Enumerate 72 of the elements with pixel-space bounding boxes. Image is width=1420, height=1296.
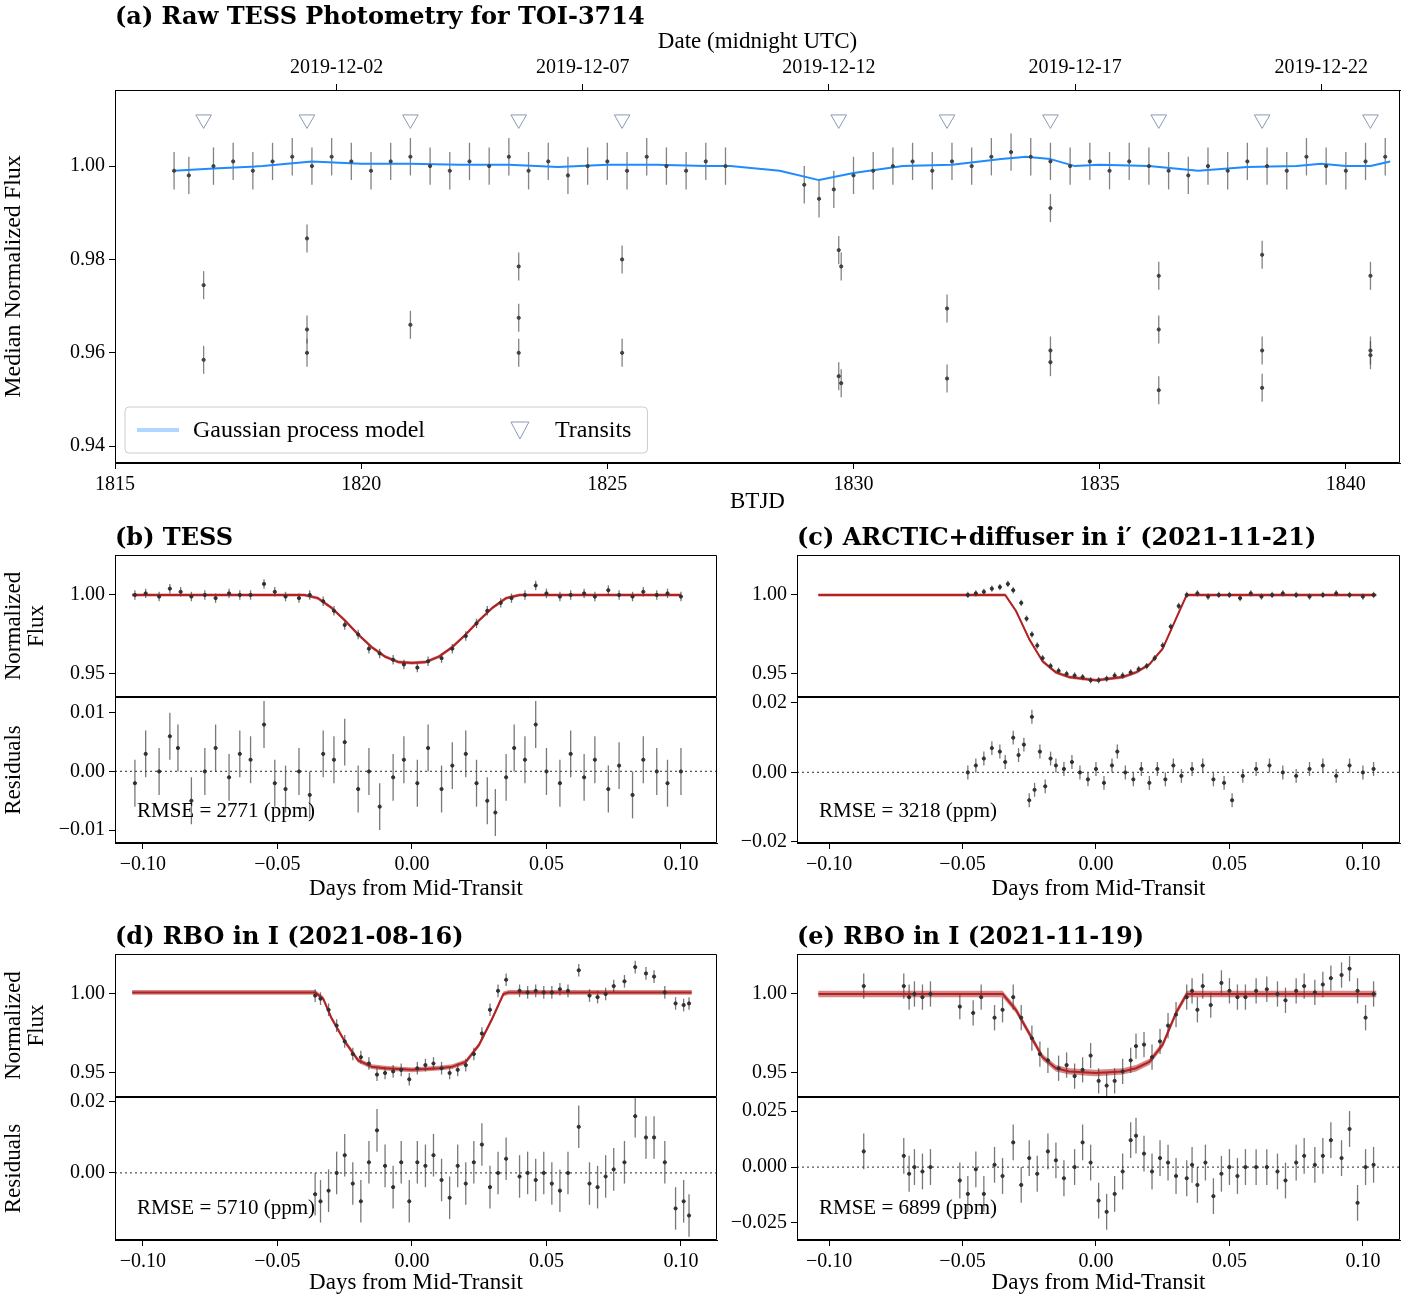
y-tick-label: 0.96 <box>70 340 105 363</box>
x-tick-label: 1825 <box>587 472 628 495</box>
chart-title: (a) Raw TESS Photometry for TOI-3714 <box>115 1 645 31</box>
x-tick-label: 0.10 <box>1345 852 1381 875</box>
y-tick-label: 0.98 <box>70 246 105 269</box>
legend-label: Transits <box>554 416 632 443</box>
x-tick-label: 1835 <box>1079 472 1120 495</box>
y-tick-label: 0.94 <box>70 433 105 456</box>
annotation: RMSE = 5710 (ppm) <box>137 1195 316 1219</box>
x-tick-label: 0.05 <box>1211 852 1247 875</box>
y-tick-label: −0.01 <box>58 817 105 840</box>
y-tick-label: 0.95 <box>752 1060 787 1083</box>
y-tick-label: 0.00 <box>70 1160 105 1183</box>
y-tick-label: 0.02 <box>70 1089 105 1112</box>
x2-tick-label: 2019-12-07 <box>536 55 630 78</box>
x-tick-label: 0.10 <box>663 852 699 875</box>
x-tick-label: 1815 <box>95 472 135 495</box>
y-tick-label: 0.00 <box>70 758 105 781</box>
x-axis-title: Days from Mid-Transit <box>309 874 524 900</box>
x-tick-label: −0.05 <box>939 852 986 875</box>
x-tick-label: 1820 <box>341 472 382 495</box>
y-tick-label: −0.02 <box>740 829 787 852</box>
y-tick-label: 1.00 <box>70 153 105 176</box>
x-tick-label: −0.05 <box>939 1249 986 1272</box>
y-tick-label: 1.00 <box>70 981 105 1004</box>
x-tick-label: −0.05 <box>254 852 301 875</box>
y-axis-title: Residuals <box>0 725 25 815</box>
chart-title: (c) ARCTIC+diffuser in i′ (2021-11-21) <box>797 522 1317 552</box>
x2-tick-label: 2019-12-12 <box>782 55 876 78</box>
x-tick-label: 0.05 <box>1211 1249 1247 1272</box>
x-tick-label: 0.00 <box>1078 852 1114 875</box>
x-axis-title: Days from Mid-Transit <box>991 874 1207 900</box>
y-tick-label: 0.02 <box>752 690 787 713</box>
annotation: RMSE = 6899 (ppm) <box>819 1195 998 1219</box>
x-tick-label: 1830 <box>833 472 874 495</box>
y-tick-label: 0.01 <box>70 700 105 723</box>
y-tick-label: 0.000 <box>742 1154 787 1177</box>
x2-tick-label: 2019-12-22 <box>1274 55 1368 78</box>
x-tick-label: 1840 <box>1325 472 1366 495</box>
x-tick-label: 0.05 <box>528 1249 564 1272</box>
x-tick-label: −0.10 <box>805 1249 853 1272</box>
x2-tick-label: 2019-12-02 <box>289 55 384 78</box>
y-tick-label: 0.95 <box>70 661 105 684</box>
x-tick-label: 0.00 <box>394 852 430 875</box>
x-tick-label: 0.10 <box>1345 1249 1381 1272</box>
annotation: RMSE = 2771 (ppm) <box>137 798 316 822</box>
y-axis-title: Normalized Flux <box>0 571 48 681</box>
legend-label: Gaussian process model <box>193 416 426 443</box>
y-tick-label: 0.025 <box>742 1098 787 1121</box>
y-tick-label: −0.025 <box>730 1210 787 1233</box>
x2-axis-title: Date (midnight UTC) <box>657 27 858 53</box>
y-tick-label: 1.00 <box>70 582 105 605</box>
chart-title: (d) RBO in I (2021-08-16) <box>115 921 464 951</box>
y-tick-label: 1.00 <box>752 582 787 605</box>
chart-title: (b) TESS <box>115 522 234 552</box>
y-tick-label: 0.95 <box>752 661 787 684</box>
chart-title: (e) RBO in I (2021-11-19) <box>797 921 1145 951</box>
y-tick-label: 1.00 <box>752 981 787 1004</box>
x-tick-label: 0.05 <box>528 852 564 875</box>
x-axis-title: BTJD <box>730 487 785 513</box>
annotation: RMSE = 3218 (ppm) <box>819 798 998 822</box>
y-tick-label: 0.95 <box>70 1060 105 1083</box>
x-tick-label: −0.05 <box>254 1249 301 1272</box>
y-tick-label: 0.00 <box>752 759 787 782</box>
x-tick-label: −0.10 <box>805 852 853 875</box>
x-tick-label: 0.10 <box>663 1249 699 1272</box>
y-axis-title: Residuals <box>0 1123 25 1214</box>
x-tick-label: −0.10 <box>119 1249 167 1272</box>
x2-tick-label: 2019-12-17 <box>1028 55 1122 78</box>
y-axis-title: Normalized Flux <box>0 970 48 1080</box>
x-tick-label: −0.10 <box>119 852 167 875</box>
y-axis-title: Median Normalized Flux <box>0 155 26 398</box>
